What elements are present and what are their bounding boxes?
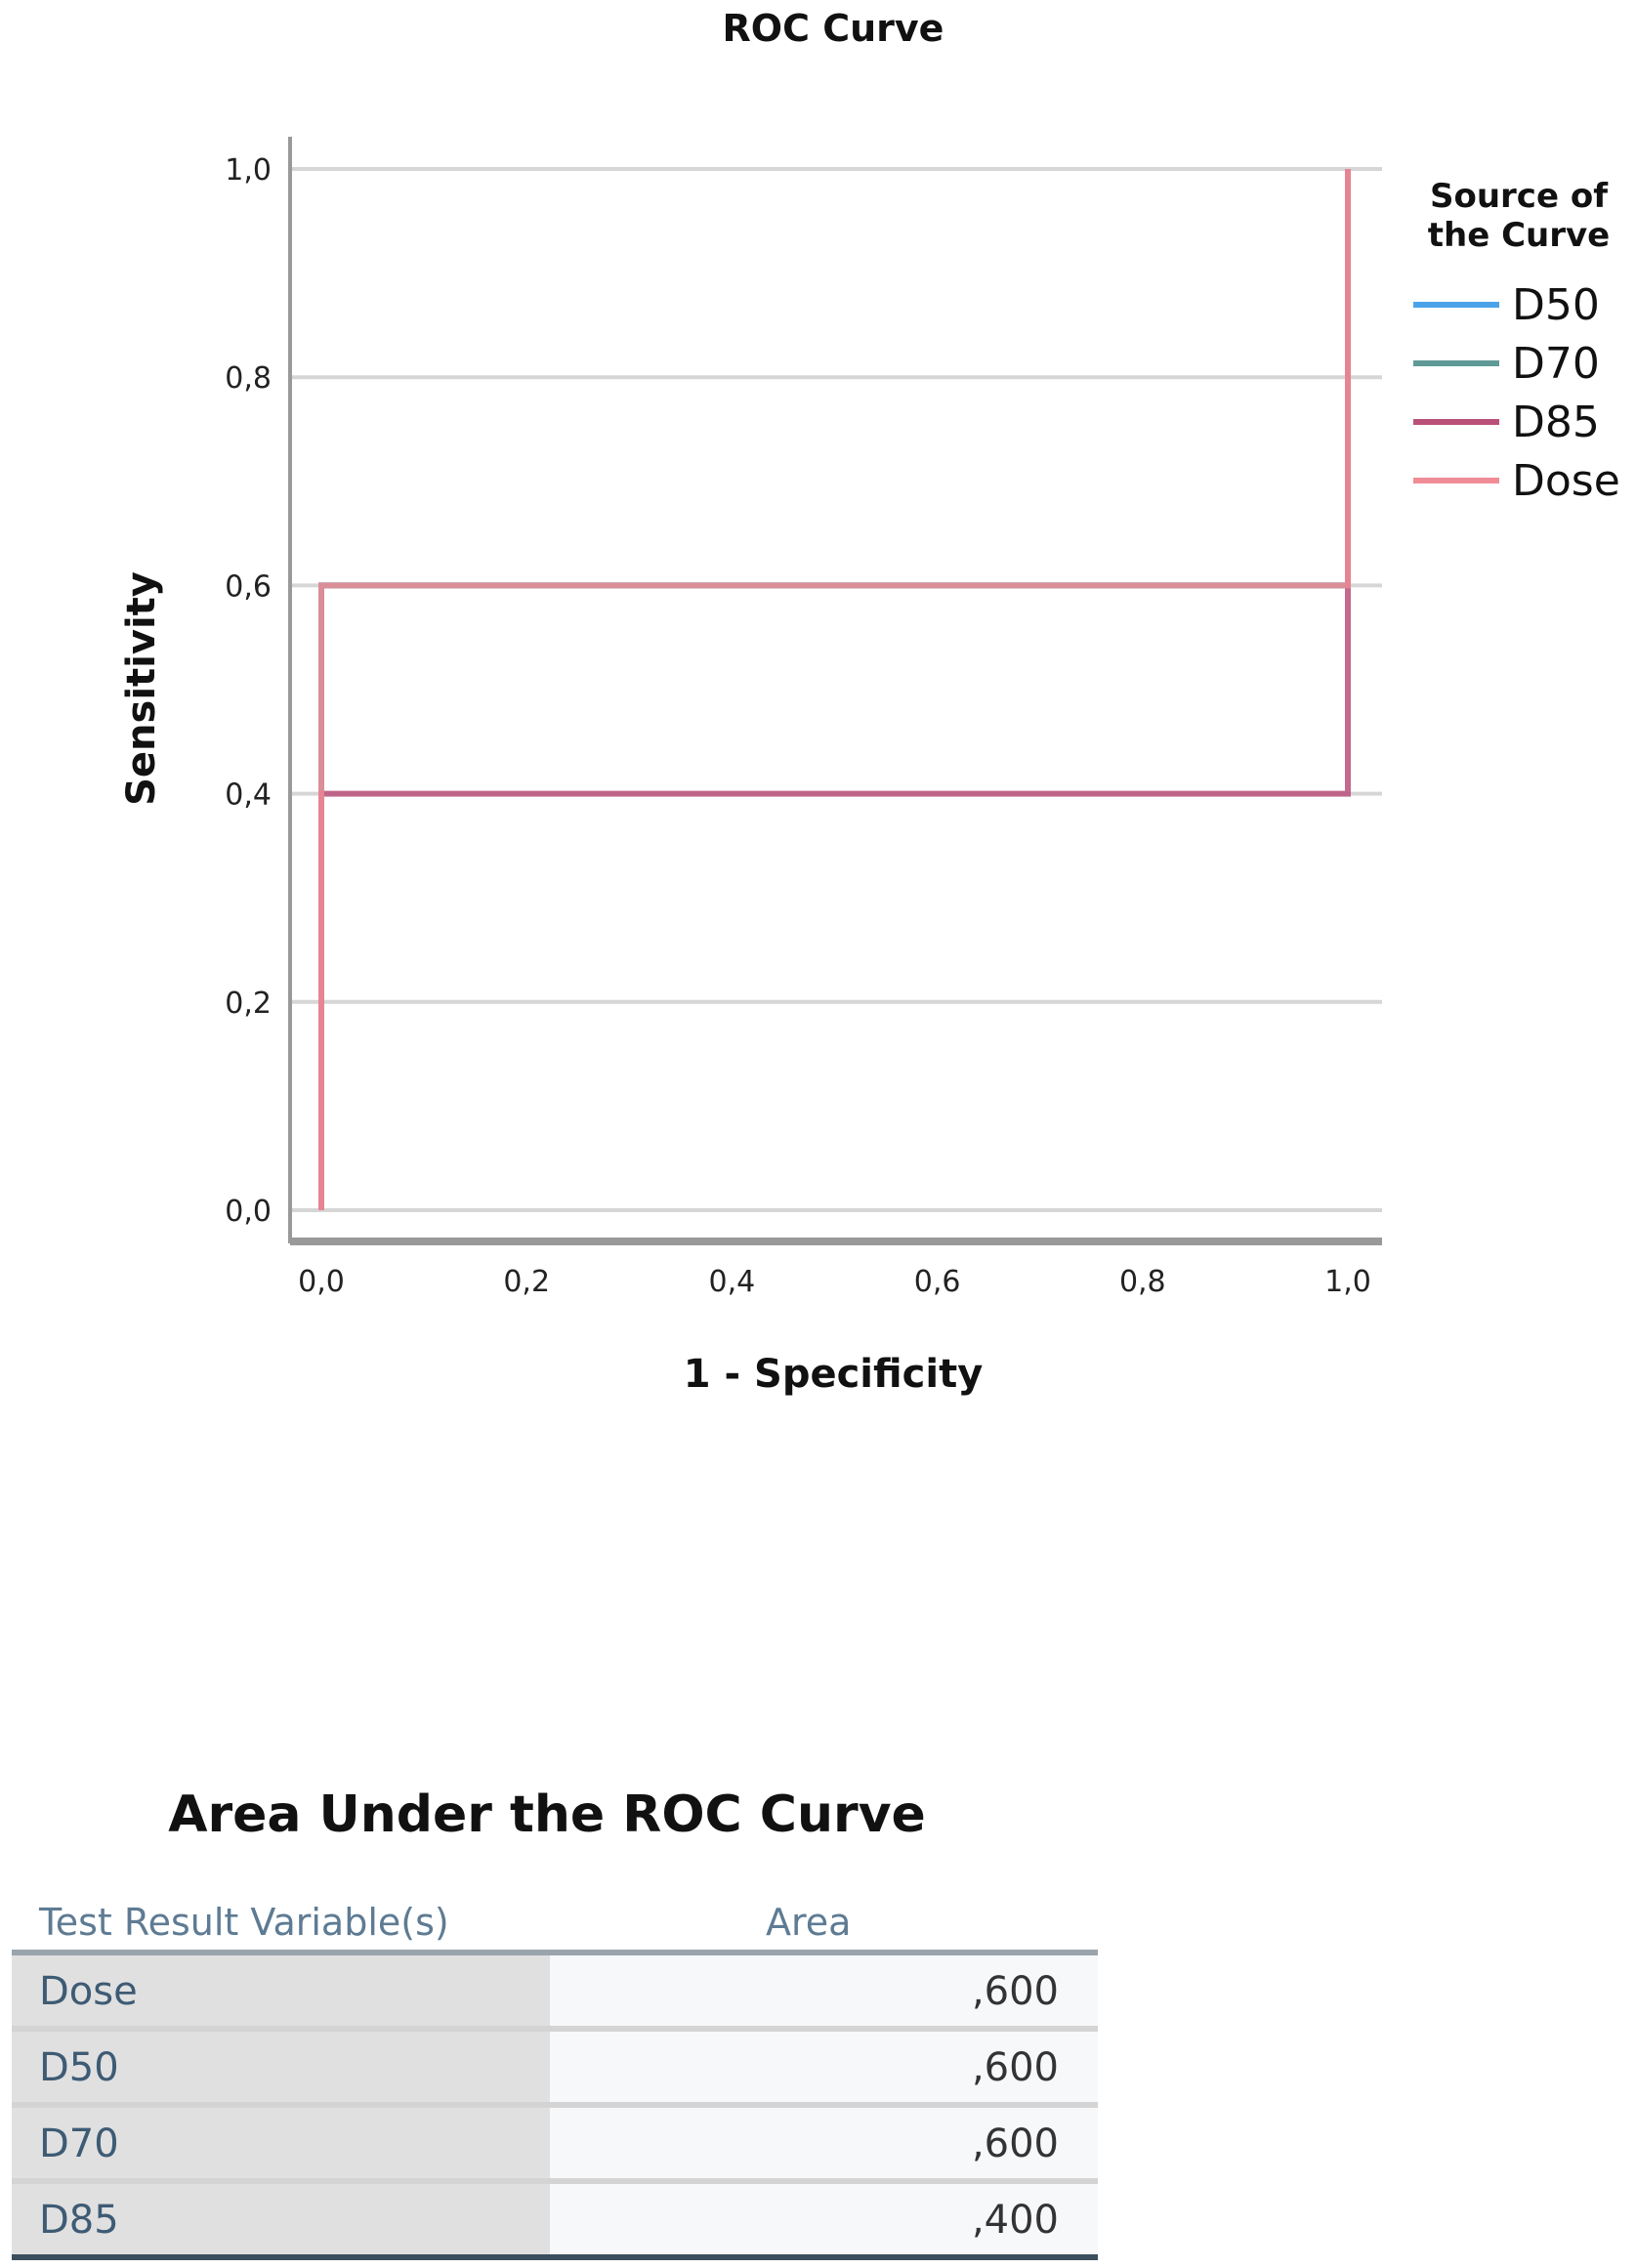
header-variable: Test Result Variable(s): [39, 1901, 449, 1944]
legend-label: D70: [1512, 339, 1600, 389]
table-row: D50 ,600: [12, 2032, 1098, 2108]
row-area: ,600: [971, 2121, 1059, 2166]
y-tick-label: 0,2: [225, 987, 272, 1021]
series-line-dose: [318, 169, 1351, 1210]
x-tick-label: 0,2: [503, 1265, 550, 1299]
row-area: ,600: [971, 1969, 1059, 2014]
roc-chart: ROC Curve 0,0 0,2 0,4 0,6 0,8 1,0 0,0 0,2 0,4 0,…: [119, 7, 1620, 1397]
legend-label: D50: [1512, 280, 1600, 330]
row-variable: D70: [39, 2121, 119, 2166]
y-tick-label: 0,6: [225, 569, 272, 604]
chart-title: ROC Curve: [723, 7, 944, 50]
row-area: ,400: [971, 2198, 1059, 2243]
row-variable: D50: [39, 2045, 119, 2090]
series-line-d85: [318, 169, 1351, 1210]
table-title: Area Under the ROC Curve: [168, 1785, 926, 1844]
auc-table: Test Result Variable(s) Area Dose ,600 D5…: [12, 1893, 1098, 2260]
y-tick-label: 0,0: [225, 1195, 272, 1229]
x-tick-label: 0,4: [709, 1265, 756, 1299]
table-row: Dose ,600: [12, 1955, 1098, 2032]
legend-label: Dose: [1512, 456, 1620, 506]
series-line-d50: [318, 169, 1351, 1210]
table-row: D70 ,600: [12, 2108, 1098, 2184]
y-tick-label: 0,8: [225, 361, 272, 396]
series-line-d70: [318, 169, 1351, 1210]
x-tick-label: 0,8: [1119, 1265, 1166, 1299]
row-area: ,600: [971, 2045, 1059, 2090]
x-tick-label: 0,6: [914, 1265, 961, 1299]
table-row: D85 ,400: [12, 2184, 1098, 2260]
y-tick-label: 1,0: [225, 153, 272, 188]
legend-title-line1: Source of: [1430, 177, 1609, 216]
header-area: Area: [766, 1901, 852, 1944]
y-tick-label: 0,4: [225, 778, 272, 813]
x-tick-label: 1,0: [1324, 1265, 1371, 1299]
x-axis-label: 1 - Specificity: [684, 1352, 984, 1397]
row-variable: Dose: [39, 1969, 138, 2014]
legend-title-line2: the Curve: [1428, 216, 1611, 255]
y-axis-label: Sensitivity: [119, 571, 164, 806]
table-header: Test Result Variable(s) Area: [12, 1893, 1098, 1955]
x-tick-label: 0,0: [298, 1265, 345, 1299]
legend-label: D85: [1512, 398, 1600, 447]
row-variable: D85: [39, 2198, 119, 2243]
